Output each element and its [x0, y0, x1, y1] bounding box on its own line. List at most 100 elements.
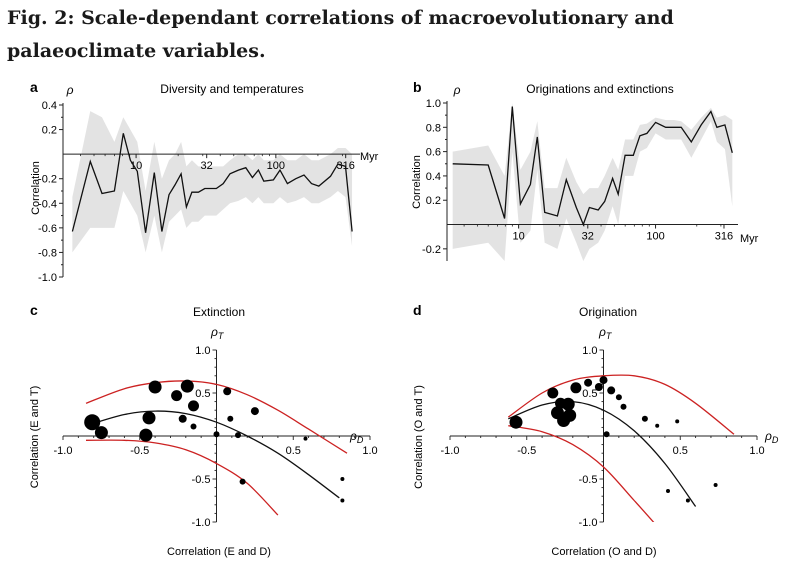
- panel-d-x-tick-label: 0.5: [673, 445, 688, 457]
- panel-a-y-tick-label: 0.2: [42, 125, 57, 137]
- panel-d-plot: -1.0 -0.5 0.5 1.0 1.0 0.5 -0.5 -1.0: [441, 345, 765, 529]
- panel-b-x-tick-label: 32: [582, 231, 594, 243]
- panel-a-y-tick-label: -0.6: [38, 223, 57, 235]
- panel-c-data-point: [142, 411, 156, 425]
- panel-c-y-tick-label: -1.0: [192, 517, 211, 529]
- panel-b-y-tick-label: 0.6: [426, 147, 441, 159]
- panel-c-x-symbol: ρD: [349, 429, 364, 445]
- panel-d-x-label: Correlation (O and D): [551, 546, 656, 558]
- panel-d-data-point: [666, 489, 670, 493]
- panel-d-curve-3: [508, 425, 655, 522]
- panel-b-x-tick-label: 100: [646, 231, 664, 243]
- panel-c-y-symbol: ρT: [210, 325, 225, 341]
- panel-c-data-point: [227, 415, 234, 422]
- panel-d-data-point: [561, 397, 575, 411]
- panel-a-y-label: Correlation: [30, 161, 42, 215]
- panel-b-y-tick-label: 0.8: [426, 122, 441, 134]
- panel-b-x-tick-label: 10: [512, 231, 524, 243]
- panel-a-x-tick-label: 100: [267, 160, 285, 172]
- panel-c-letter: c: [30, 302, 38, 318]
- panel-b-y-tick-label: 0.4: [426, 171, 441, 183]
- panel-d-y-tick-label: 1.0: [582, 345, 597, 357]
- panel-b-x-unit: Myr: [740, 233, 759, 245]
- panel-b-y-tick-label: 1.0: [426, 98, 441, 110]
- panel-b-confidence-band: [452, 103, 733, 261]
- panel-d-data-point: [584, 378, 593, 387]
- panel-c-curve-2: [85, 410, 340, 499]
- panel-a-y-tick-label: -0.2: [38, 174, 57, 186]
- panel-c-data-point: [239, 478, 246, 485]
- panel-d-y-tick-label: -1.0: [579, 517, 598, 529]
- panel-d-x-tick-label: -0.5: [517, 445, 536, 457]
- panel-d-data-point: [620, 403, 627, 410]
- panel-c-data-point: [148, 380, 162, 394]
- panel-a-title: Diversity and temperatures: [160, 82, 303, 96]
- panel-a-x-tick-label: 10: [130, 160, 142, 172]
- panel-d-data-point: [570, 382, 582, 394]
- panel-d-x-symbol: ρD: [764, 429, 779, 445]
- panel-d-title: Origination: [579, 305, 637, 319]
- panel-c-data-point: [180, 379, 194, 393]
- panel-c-data-point: [188, 400, 199, 412]
- panel-d-curve-2: [508, 400, 697, 507]
- panel-a-series-line: [71, 133, 353, 233]
- panel-a-y-tick-label: -1.0: [38, 272, 57, 284]
- panel-b-series-line: [452, 106, 733, 227]
- panel-d-data-point: [594, 383, 603, 391]
- panel-b-title: Originations and extinctions: [526, 82, 673, 96]
- panel-c-data-point: [250, 407, 259, 416]
- panel-c-data-point: [235, 432, 241, 439]
- panel-c-x-tick-label: 0.5: [286, 445, 301, 457]
- panel-b-plot: 1.0 0.8 0.6 0.4 0.2 -0.2 10 32 100 316: [422, 98, 738, 261]
- panel-d: d Origination ρT ρD Correlation (O and D…: [413, 302, 779, 558]
- panel-d-data-point: [675, 419, 680, 424]
- panel-c-data-point: [213, 431, 220, 438]
- panel-a-x-tick-label: 32: [201, 160, 213, 172]
- panel-c-title: Extinction: [193, 305, 245, 319]
- panel-b-y-label: Correlation: [411, 155, 423, 209]
- panel-c-data-point: [303, 436, 308, 441]
- panel-a: a Diversity and temperatures ρ Correlati…: [30, 79, 379, 284]
- panel-c-data-point: [178, 414, 187, 423]
- panel-c-y-label: Correlation (E and T): [29, 386, 41, 489]
- panel-d-data-point: [603, 431, 610, 438]
- panel-d-data-point: [599, 376, 608, 385]
- panel-c-data-point: [340, 498, 345, 503]
- panel-a-x-unit: Myr: [360, 151, 379, 163]
- panel-a-y-tick-label: 0.4: [42, 100, 57, 112]
- panel-d-y-symbol: ρT: [598, 325, 613, 341]
- panel-d-data-point: [655, 423, 660, 428]
- panel-c: c Extinction ρT ρD Correlation (E and D)…: [29, 302, 378, 558]
- panel-b-y-symbol: ρ: [453, 83, 461, 97]
- panel-a-letter: a: [30, 79, 38, 95]
- panel-a-y-tick-label: -0.4: [38, 198, 57, 210]
- panel-d-data-point: [607, 386, 616, 395]
- panel-d-data-point: [641, 415, 648, 422]
- panel-d-data-point: [563, 408, 577, 422]
- panel-d-data-point: [685, 498, 690, 503]
- panel-c-data-point: [190, 423, 197, 430]
- panel-d-data-point: [509, 415, 523, 429]
- panel-c-data-point: [340, 477, 345, 481]
- panel-d-x-tick-label: 1.0: [749, 445, 764, 457]
- panel-c-x-label: Correlation (E and D): [167, 546, 271, 558]
- panel-a-confidence-band: [72, 111, 353, 253]
- panel-c-y-tick-label: -0.5: [192, 474, 211, 486]
- panel-d-y-tick-label: -0.5: [579, 474, 598, 486]
- panel-c-data-point: [223, 387, 232, 396]
- figure-title: Fig. 2: Scale-dependant correlations of …: [7, 7, 674, 62]
- panel-d-y-tick-label: 0.5: [582, 388, 597, 400]
- panel-c-data-point: [94, 426, 108, 440]
- panel-d-curve-1: [507, 374, 735, 435]
- panel-c-x-tick-label: -0.5: [130, 445, 149, 457]
- panel-b-y-tick-label: 0.2: [426, 195, 441, 207]
- panel-d-letter: d: [413, 302, 422, 318]
- panel-c-curve-3: [85, 439, 279, 516]
- panel-a-y-tick-label: -0.8: [38, 247, 57, 259]
- panel-d-x-tick-label: -1.0: [441, 445, 460, 457]
- panel-b: b Originations and extinctions ρ Correla…: [411, 79, 759, 261]
- panel-d-data-point: [713, 483, 718, 487]
- panel-d-data-point: [615, 394, 622, 401]
- panel-c-x-tick-label: 1.0: [362, 445, 377, 457]
